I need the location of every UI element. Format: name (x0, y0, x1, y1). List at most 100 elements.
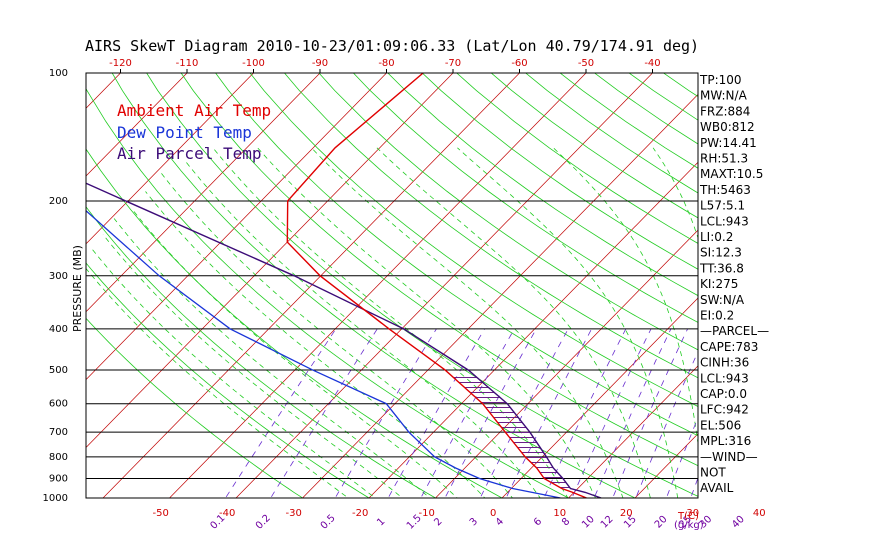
top-temp-tick-label: -50 (578, 58, 594, 69)
pressure-tick-label: 500 (49, 365, 68, 376)
bottom-temp-tick-label: -20 (352, 508, 368, 519)
mixing-ratio-label: 0.5 (319, 513, 338, 532)
isotherm-line (501, 297, 698, 498)
mixing-ratio-label: 6 (532, 516, 544, 528)
mixing-ratio-line (543, 328, 627, 498)
isotherm-line (86, 73, 188, 177)
mixing-ratio-line (225, 328, 337, 498)
legend-air-parcel-temp: Air Parcel Temp (117, 144, 262, 163)
dry-adiabat-line (86, 148, 503, 498)
stability-index-label: CAP:0.0 (700, 387, 747, 401)
stability-index-label: TH:5463 (699, 183, 751, 197)
isotherm-line (86, 73, 387, 381)
stability-index-label: LFC:942 (700, 403, 749, 417)
stability-index-label: KI:275 (700, 277, 738, 291)
stability-index-label: NOT (700, 466, 726, 480)
stability-index-label: TT:36.8 (699, 261, 744, 275)
moist-adiabat-line (113, 218, 431, 498)
stability-index-label: RH:51.3 (700, 152, 748, 166)
mixing-ratio-line (740, 329, 804, 507)
dry-adiabat-line (421, 73, 698, 270)
mixing-ratio-label: 10 (580, 514, 597, 531)
parcel-temp-line (86, 182, 602, 498)
dry-adiabat-line (215, 73, 698, 437)
moist-adiabat-line (132, 209, 458, 498)
stability-index-label: L57:5.1 (700, 199, 745, 213)
legend-ambient-air-temp: Ambient Air Temp (117, 101, 271, 120)
mixing-ratio-line (420, 328, 515, 498)
mixing-ratio-line (505, 328, 592, 498)
pressure-tick-label: 700 (49, 427, 68, 438)
dry-adiabat-line (387, 73, 698, 297)
dry-adiabat-line (86, 317, 304, 498)
isotherm-line (435, 229, 698, 498)
chart-title: AIRS SkewT Diagram 2010-10-23/01:09:06.3… (85, 37, 699, 55)
stability-index-label: LCL:943 (700, 214, 749, 228)
stability-index-label: SI:12.3 (700, 246, 742, 260)
dry-adiabat-line (86, 87, 570, 498)
moist-adiabat-line (183, 159, 541, 498)
mixing-ratio-line (593, 328, 672, 498)
mixing-ratio-line (571, 328, 652, 498)
mixing-ratio-label: 8 (560, 516, 572, 528)
pressure-tick-label: 400 (49, 324, 68, 335)
mixing-ratio-line (444, 328, 537, 498)
mixing-ratio-label: 40 (730, 514, 747, 531)
pressure-tick-label: 800 (49, 452, 68, 463)
dry-adiabat-line (146, 73, 698, 497)
dry-adiabat-line (803, 54, 870, 507)
dry-adiabat-line (180, 73, 698, 467)
stability-index-label: CAPE:783 (700, 340, 758, 354)
stability-index-label: MW:N/A (700, 89, 748, 103)
x-axis-label: T(C) (677, 511, 699, 522)
isotherm-line (302, 93, 698, 498)
dry-adiabat-line (836, 54, 870, 507)
stability-index-label: EI:0.2 (700, 309, 734, 323)
isotherm-line (826, 54, 870, 507)
bottom-temp-tick-label: 0 (490, 508, 496, 519)
mixing-ratio-line (270, 328, 378, 498)
moist-adiabat-line (91, 249, 376, 498)
pressure-tick-label: 300 (49, 271, 68, 282)
dry-adiabat-line (525, 73, 698, 194)
pressure-tick-label: 1000 (43, 493, 68, 504)
stability-index-label: AVAIL (700, 481, 734, 495)
mixing-ratio-label: 20 (653, 514, 670, 531)
stability-index-label: LI:0.2 (700, 230, 733, 244)
dry-adiabat-line (86, 206, 437, 498)
dry-adiabat-line (111, 73, 636, 498)
y-axis-label: PRESSURE (MB) (71, 245, 84, 332)
top-temp-tick-label: -90 (312, 58, 328, 69)
top-temp-tick-label: -100 (242, 58, 265, 69)
stability-index-label: TP:100 (699, 73, 742, 87)
dry-adiabat-line (736, 54, 870, 507)
dry-adiabat-line (318, 73, 698, 351)
mixing-ratio-label: 12 (599, 514, 616, 531)
mixing-ratio-label: 2 (432, 516, 444, 528)
moist-adiabat-line (159, 170, 514, 498)
dry-adiabat-line (249, 73, 698, 407)
isotherm-line (102, 73, 520, 498)
stability-index-label: LCL:943 (700, 371, 749, 385)
mixing-ratio-label: 1 (375, 516, 387, 528)
isotherm-line (368, 161, 698, 498)
moist-adiabat-line (145, 191, 486, 498)
isotherm-line (86, 73, 454, 448)
stability-index-label: PW:14.41 (700, 136, 757, 150)
moist-adiabat-line (457, 147, 679, 498)
pressure-tick-label: 100 (49, 68, 68, 79)
bottom-temp-tick-label: -30 (286, 508, 302, 519)
bottom-temp-tick-label: 20 (620, 508, 633, 519)
top-temp-tick-label: -70 (445, 58, 461, 69)
isotherm-line (0, 54, 7, 507)
bottom-temp-tick-label: 10 (553, 508, 566, 519)
top-temp-tick-label: -60 (511, 58, 527, 69)
dry-adiabat-line (283, 73, 698, 379)
bottom-temp-tick-label: -40 (219, 508, 235, 519)
stability-index-label: WB0:812 (700, 120, 755, 134)
mixing-ratio-line (635, 350, 698, 498)
dry-adiabat-line (456, 73, 698, 244)
top-temp-tick-label: -80 (378, 58, 394, 69)
dry-adiabat-line (352, 73, 698, 323)
